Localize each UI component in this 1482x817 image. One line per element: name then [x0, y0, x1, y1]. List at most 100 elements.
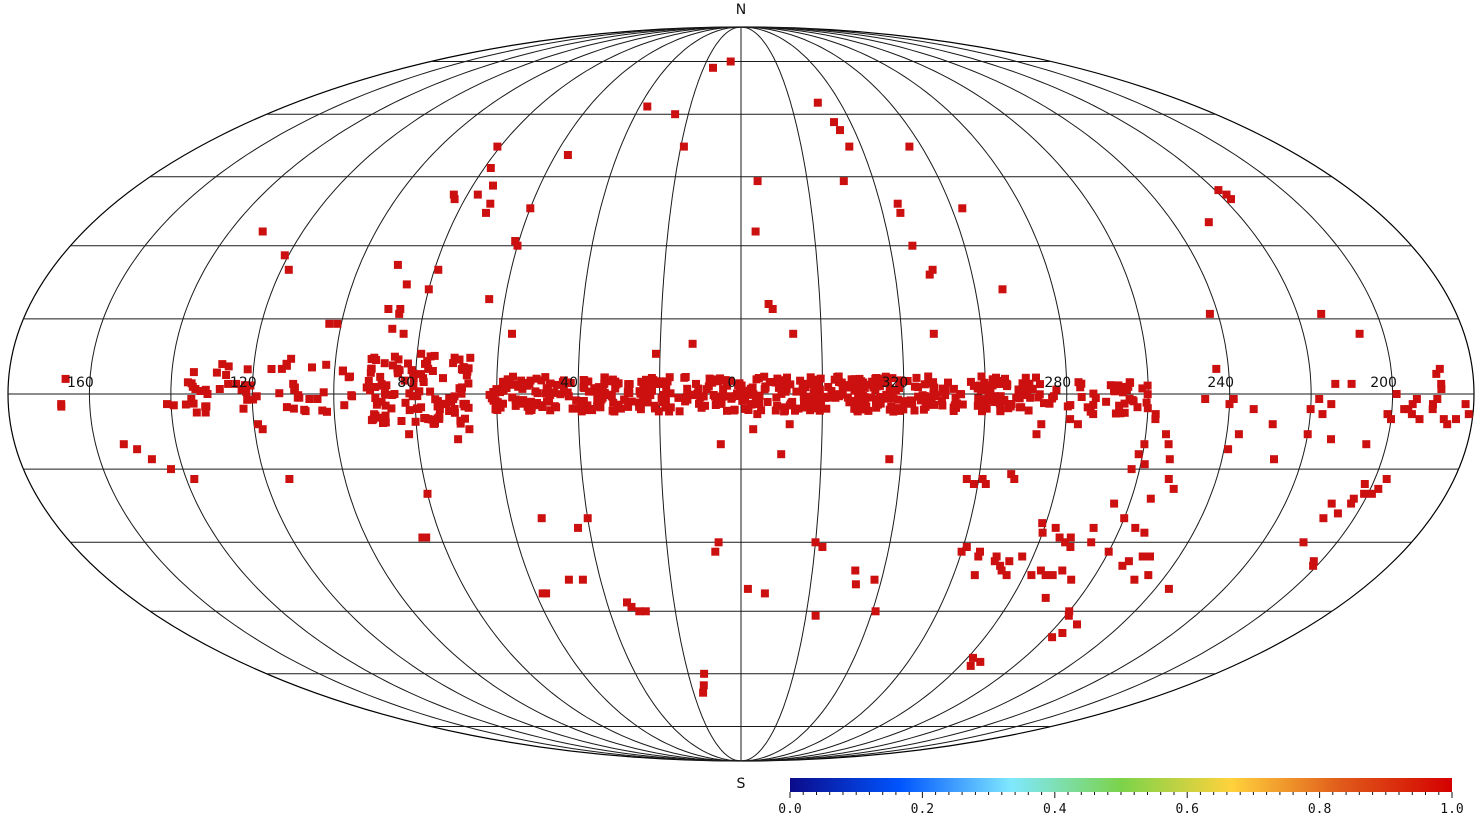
source-marker [449, 190, 458, 199]
source-marker [426, 387, 435, 396]
source-marker [434, 265, 443, 274]
source-marker [405, 406, 414, 415]
source-marker [559, 383, 568, 392]
source-marker [711, 375, 720, 384]
source-marker [785, 420, 794, 429]
source-marker [714, 538, 723, 547]
source-marker [1110, 499, 1119, 508]
source-marker [627, 602, 636, 611]
source-marker [1461, 400, 1470, 409]
source-marker [789, 329, 798, 338]
source-marker [682, 392, 691, 401]
source-marker [1249, 405, 1258, 414]
source-marker [1032, 430, 1041, 439]
source-marker [1118, 388, 1127, 397]
source-marker [749, 390, 758, 399]
source-marker [1383, 410, 1392, 419]
source-marker [849, 397, 858, 406]
source-marker [593, 395, 602, 404]
source-marker [553, 380, 562, 389]
source-marker [760, 372, 769, 381]
source-marker [899, 405, 908, 414]
source-marker [702, 385, 711, 394]
source-marker [1038, 528, 1047, 537]
source-marker [1315, 395, 1324, 403]
source-marker [788, 397, 797, 406]
source-marker [620, 395, 629, 404]
source-marker [739, 389, 748, 398]
source-marker [822, 404, 831, 413]
source-marker [1104, 547, 1113, 556]
source-marker [666, 389, 675, 398]
source-marker [624, 402, 633, 411]
source-marker [833, 373, 842, 381]
source-marker [584, 387, 593, 396]
source-marker [566, 379, 575, 387]
source-marker [1165, 455, 1174, 464]
source-marker [726, 57, 735, 66]
source-marker [739, 394, 748, 403]
source-marker [275, 389, 284, 398]
source-marker [381, 401, 390, 410]
source-marker [258, 227, 267, 236]
source-marker [671, 110, 680, 119]
source-marker [1015, 403, 1024, 412]
source-marker [1102, 397, 1111, 406]
source-marker [372, 400, 381, 409]
source-marker [885, 455, 894, 464]
source-marker [969, 381, 978, 390]
source-marker [1007, 470, 1016, 479]
source-marker [517, 376, 526, 385]
longitude-label: 160 [67, 375, 94, 391]
source-marker [1412, 395, 1421, 403]
source-marker [396, 305, 405, 313]
source-marker [711, 401, 720, 409]
source-marker [1125, 394, 1134, 403]
source-marker [1002, 571, 1011, 580]
source-marker [870, 575, 879, 584]
source-marker [282, 359, 291, 368]
source-marker [402, 280, 411, 289]
source-marker [489, 388, 498, 396]
source-marker [526, 204, 535, 213]
source-marker [147, 455, 156, 464]
source-marker [1349, 494, 1358, 503]
source-marker [813, 98, 822, 107]
source-marker [1360, 480, 1369, 488]
source-marker [729, 406, 738, 415]
source-marker [1032, 373, 1040, 382]
source-marker [1086, 407, 1095, 416]
source-marker [486, 199, 495, 208]
source-marker [889, 407, 898, 416]
source-marker [616, 404, 625, 413]
source-marker [578, 575, 587, 584]
longitude-label: 240 [1207, 375, 1234, 391]
source-marker [584, 377, 593, 386]
source-marker [694, 384, 703, 393]
source-marker [962, 475, 971, 483]
source-marker [545, 394, 554, 403]
source-marker [642, 375, 650, 384]
source-marker [654, 379, 663, 388]
source-marker [1048, 633, 1057, 642]
source-marker [922, 397, 931, 406]
source-marker [1392, 390, 1401, 398]
source-marker [665, 407, 674, 416]
source-marker [1077, 393, 1086, 401]
source-marker [1124, 557, 1133, 566]
source-marker [957, 547, 966, 556]
source-marker [1120, 514, 1129, 523]
source-marker [838, 385, 847, 394]
source-marker [914, 383, 922, 392]
source-marker [951, 393, 960, 402]
source-marker [872, 374, 881, 382]
source-marker [447, 397, 456, 406]
source-marker [1058, 629, 1067, 637]
source-marker [322, 360, 331, 369]
source-marker [407, 366, 416, 375]
source-marker [981, 480, 990, 488]
source-marker [454, 435, 463, 444]
source-marker [491, 396, 500, 405]
source-marker [181, 400, 190, 409]
source-marker [688, 339, 697, 348]
